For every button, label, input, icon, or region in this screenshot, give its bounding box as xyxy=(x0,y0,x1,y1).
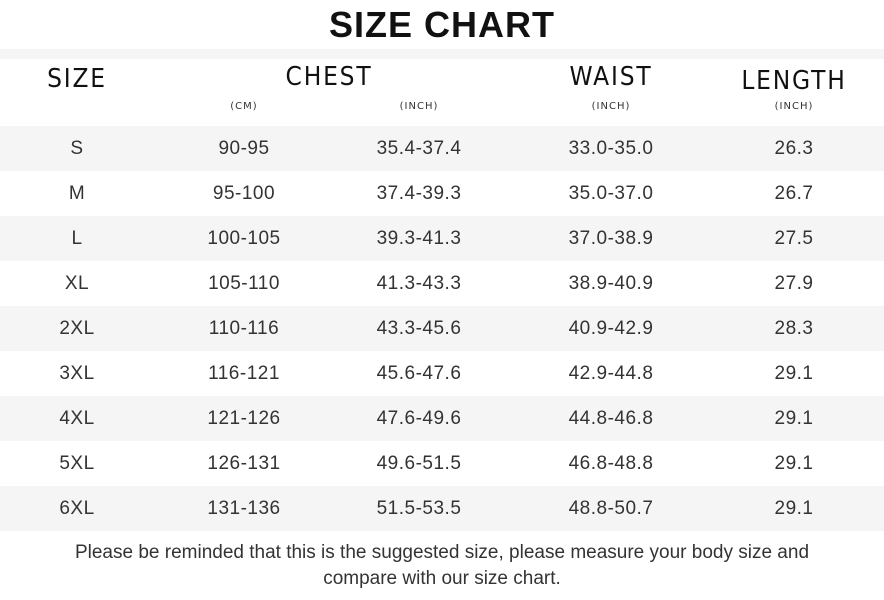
cell-waist: 44.8-46.8 xyxy=(568,408,654,429)
cell-size: XL xyxy=(64,273,90,294)
cell-length: 27.5 xyxy=(774,228,814,249)
unit-chest-cm: (CM) xyxy=(230,101,258,112)
cell-size: 2XL xyxy=(59,318,95,339)
cell-waist: 40.9-42.9 xyxy=(568,318,654,339)
cell-waist: 48.8-50.7 xyxy=(568,498,654,519)
table-row: 2XL 110-116 43.3-45.6 40.9-42.9 28.3 xyxy=(0,306,884,351)
table-row: L 100-105 39.3-41.3 37.0-38.9 27.5 xyxy=(0,216,884,261)
cell-waist: 35.0-37.0 xyxy=(568,183,654,204)
cell-chest-inch: 37.4-39.3 xyxy=(376,183,462,204)
cell-chest-cm: 95-100 xyxy=(212,183,276,204)
cell-length: 29.1 xyxy=(774,408,814,429)
cell-length: 29.1 xyxy=(774,363,814,384)
cell-chest-cm: 121-126 xyxy=(207,408,281,429)
cell-size: 6XL xyxy=(59,498,95,519)
cell-size: 4XL xyxy=(59,408,95,429)
cell-length: 27.9 xyxy=(774,273,814,294)
cell-length: 29.1 xyxy=(774,453,814,474)
cell-size: M xyxy=(68,183,86,204)
cell-length: 28.3 xyxy=(774,318,814,339)
cell-chest-inch: 35.4-37.4 xyxy=(376,138,462,159)
cell-chest-inch: 51.5-53.5 xyxy=(376,498,462,519)
table-row: 5XL 126-131 49.6-51.5 46.8-48.8 29.1 xyxy=(0,441,884,486)
page-title: SIZE CHART xyxy=(329,4,555,45)
cell-chest-inch: 39.3-41.3 xyxy=(376,228,462,249)
cell-waist: 37.0-38.9 xyxy=(568,228,654,249)
cell-chest-cm: 131-136 xyxy=(207,498,281,519)
table-row: 6XL 131-136 51.5-53.5 48.8-50.7 29.1 xyxy=(0,486,884,531)
cell-waist: 38.9-40.9 xyxy=(568,273,654,294)
cell-waist: 42.9-44.8 xyxy=(568,363,654,384)
cell-length: 26.3 xyxy=(774,138,814,159)
header-band xyxy=(0,49,884,59)
header-waist: WAIST xyxy=(569,62,653,92)
cell-waist: 33.0-35.0 xyxy=(568,138,654,159)
cell-size: 5XL xyxy=(59,453,95,474)
cell-chest-cm: 126-131 xyxy=(207,453,281,474)
cell-chest-inch: 47.6-49.6 xyxy=(376,408,462,429)
cell-chest-cm: 105-110 xyxy=(208,273,280,294)
cell-chest-cm: 110-116 xyxy=(208,318,280,339)
cell-chest-inch: 43.3-45.6 xyxy=(376,318,462,339)
cell-length: 29.1 xyxy=(774,498,814,519)
cell-length: 26.7 xyxy=(774,183,814,204)
cell-size: S xyxy=(70,138,84,159)
cell-size: L xyxy=(71,228,83,249)
header-chest: CHEST xyxy=(285,62,373,92)
table-row: 3XL 116-121 45.6-47.6 42.9-44.8 29.1 xyxy=(0,351,884,396)
table-row: M 95-100 37.4-39.3 35.0-37.0 26.7 xyxy=(0,171,884,216)
unit-waist-inch: (INCH) xyxy=(591,101,631,112)
cell-waist: 46.8-48.8 xyxy=(568,453,654,474)
header-length: LENGTH xyxy=(741,66,847,96)
header-size: SIZE xyxy=(47,64,107,94)
cell-chest-cm: 116-121 xyxy=(208,363,280,384)
cell-chest-inch: 49.6-51.5 xyxy=(376,453,462,474)
cell-chest-cm: 90-95 xyxy=(218,138,270,159)
cell-size: 3XL xyxy=(59,363,95,384)
table-row: XL 105-110 41.3-43.3 38.9-40.9 27.9 xyxy=(0,261,884,306)
table-row: S 90-95 35.4-37.4 33.0-35.0 26.3 xyxy=(0,126,884,171)
cell-chest-inch: 45.6-47.6 xyxy=(376,363,462,384)
table-row: 4XL 121-126 47.6-49.6 44.8-46.8 29.1 xyxy=(0,396,884,441)
unit-length-inch: (INCH) xyxy=(774,101,814,112)
unit-chest-inch: (INCH) xyxy=(399,101,439,112)
size-note: Please be reminded that this is the sugg… xyxy=(74,542,810,589)
cell-chest-cm: 100-105 xyxy=(207,228,281,249)
cell-chest-inch: 41.3-43.3 xyxy=(376,273,462,294)
